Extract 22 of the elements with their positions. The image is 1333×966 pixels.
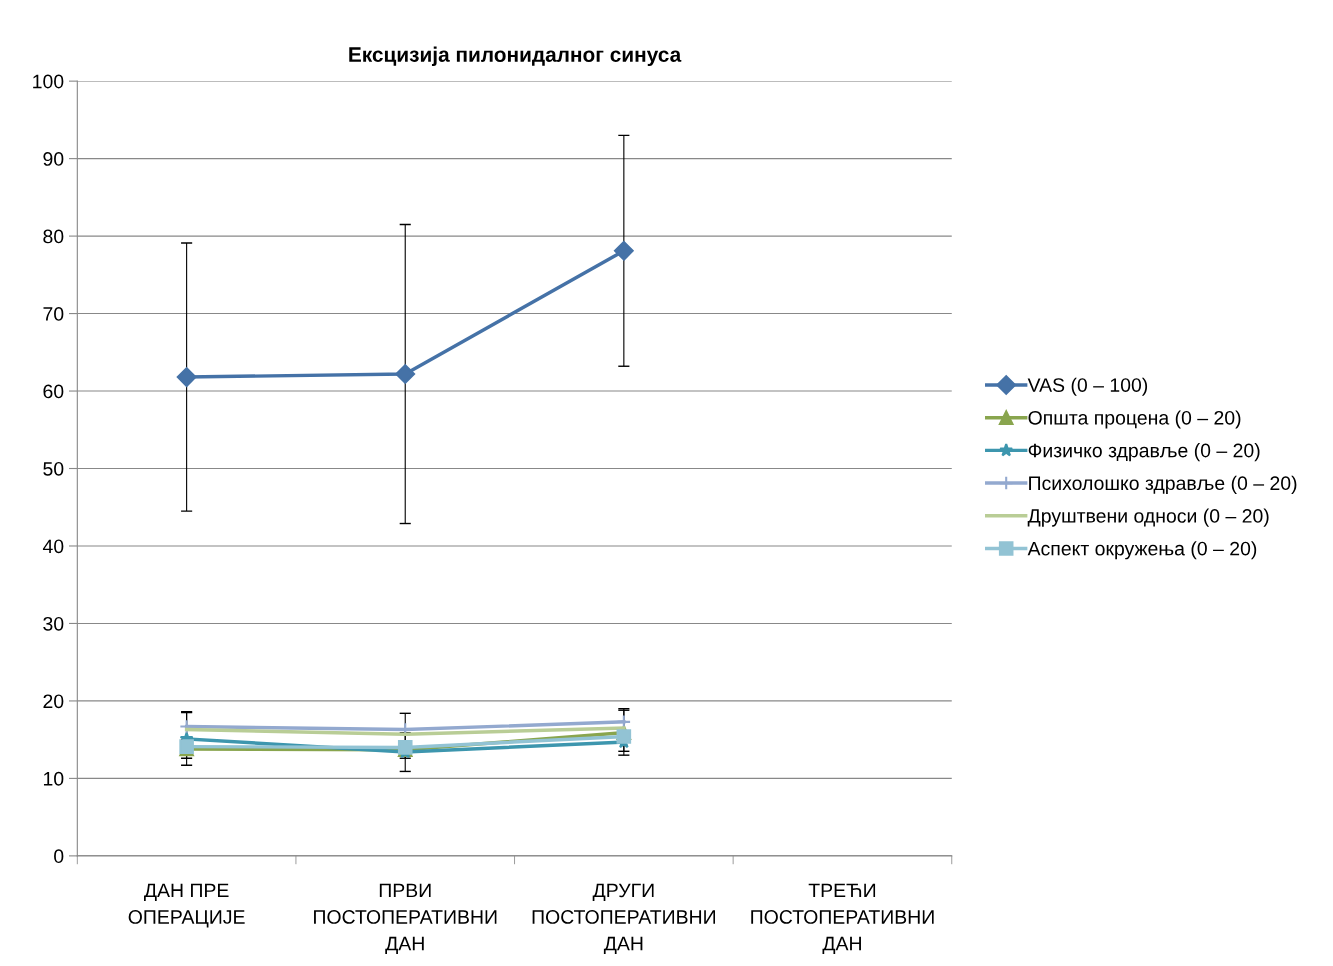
y-tick-label: 70 — [43, 307, 64, 321]
y-tick-label: 60 — [43, 384, 64, 399]
legend-label: Психолошко здравље (0 – 20) — [1029, 475, 1297, 494]
y-tick-label: 20 — [43, 694, 64, 709]
chart-title: Ексцизија пилонидалног синуса — [349, 46, 682, 67]
y-tick-label: 100 — [33, 74, 64, 89]
legend-label: Општа процена (0 – 20) — [1028, 410, 1241, 429]
y-tick-label: 50 — [43, 461, 64, 476]
x-tick-label: ПРВИ ПОСТОПЕРАТИВНИ ДАН — [314, 883, 497, 955]
y-tick-label: 90 — [43, 152, 64, 166]
x-tick-label: ДАН ПРЕ ОПЕРАЦИЈЕ — [128, 883, 245, 928]
legend-label: Аспект окружења (0 – 20) — [1027, 541, 1257, 560]
legend-label: VAS (0 – 100) — [1027, 377, 1148, 396]
x-tick-label: ТРЕЋИ ПОСТОПЕРАТИВНИ ДАН — [751, 883, 934, 955]
y-tick-label: 0 — [54, 849, 64, 864]
y-tick-label: 40 — [42, 539, 64, 554]
y-tick-label: 80 — [43, 229, 64, 244]
x-tick-label: ДРУГИ ПОСТОПЕРАТИВНИ ДАН — [532, 883, 716, 955]
legend-label: Физичко здравље (0 – 20) — [1028, 443, 1260, 462]
y-tick-label: 30 — [43, 616, 64, 631]
legend-label: Друштвени односи (0 – 20) — [1027, 508, 1269, 527]
y-tick-label: 10 — [43, 771, 64, 786]
